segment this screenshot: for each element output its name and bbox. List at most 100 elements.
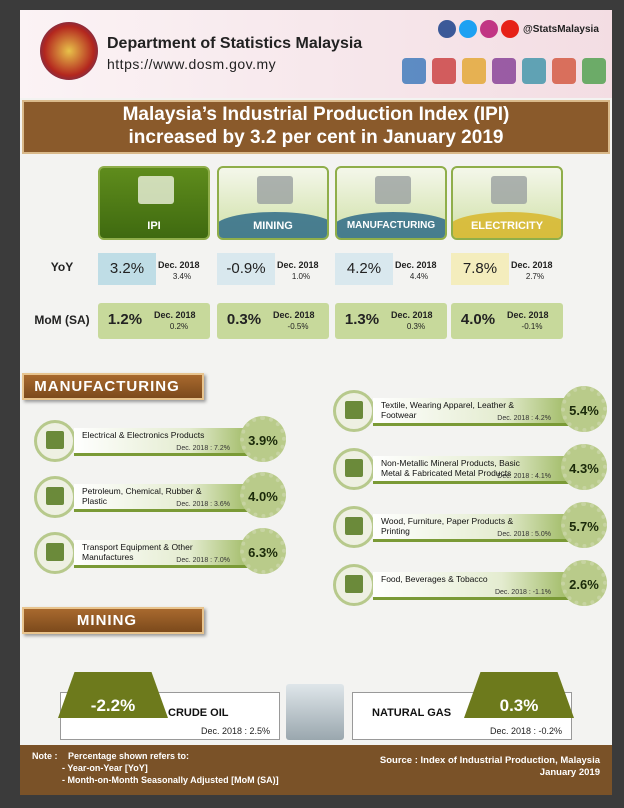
mining-badge xyxy=(464,672,574,718)
social-handle: @StatsMalaysia xyxy=(523,24,599,35)
category-card: MINING xyxy=(217,166,329,240)
item-prev: Dec. 2018 : 4.1% xyxy=(497,473,551,480)
note-bullet: - Month-on-Month Seasonally Adjusted [Mo… xyxy=(62,775,279,785)
item-value: 4.3% xyxy=(569,461,599,476)
social-icon xyxy=(459,20,477,38)
item-value: 2.6% xyxy=(569,577,599,592)
yoy-box xyxy=(451,253,509,285)
event-logo xyxy=(492,58,516,84)
event-logo xyxy=(462,58,486,84)
item-label: Petroleum, Chemical, Rubber & Plastic xyxy=(82,486,202,506)
mom-prev: -0.5% xyxy=(287,322,309,331)
row-label: YoY xyxy=(50,260,74,274)
item-icon xyxy=(46,487,64,505)
yoy-prev: 1.0% xyxy=(291,272,311,281)
item-icon xyxy=(345,517,363,535)
item-icon xyxy=(46,543,64,561)
event-logo xyxy=(432,58,456,84)
source: Source : Index of Industrial Production,… xyxy=(379,755,600,766)
mom-prev: 0.3% xyxy=(406,322,426,331)
yoy-box xyxy=(98,253,156,285)
mining-prev: Dec. 2018 : -0.2% xyxy=(489,726,562,736)
item-value: 5.4% xyxy=(569,403,599,418)
footer xyxy=(20,745,612,795)
title-line: Malaysia’s Industrial Production Index (… xyxy=(122,104,510,125)
yoy-box xyxy=(217,253,275,285)
mining-badge xyxy=(58,672,168,718)
item-label: Food, Beverages & Tobacco xyxy=(381,574,488,584)
item-icon xyxy=(345,401,363,419)
item-label: Textile, Wearing Apparel, Leather & Foot… xyxy=(381,400,515,420)
value-circle xyxy=(561,560,607,606)
value-circle xyxy=(240,472,286,518)
yoy-prev-label: Dec. 2018 xyxy=(158,260,200,270)
item-bar xyxy=(373,572,587,600)
item-bar xyxy=(74,484,266,512)
mom-prev: 0.2% xyxy=(169,322,189,331)
value-circle xyxy=(561,444,607,490)
item-bar xyxy=(373,398,587,426)
section-banner xyxy=(22,373,204,400)
item-label: Transport Equipment & Other Manufactures xyxy=(82,542,193,562)
item-icon xyxy=(46,431,64,449)
item-prev: Dec. 2018 : 4.2% xyxy=(497,415,551,422)
mom-box xyxy=(217,303,329,339)
item-label: Non-Metallic Mineral Products, Basic Met… xyxy=(381,458,520,478)
yoy-prev-label: Dec. 2018 xyxy=(511,260,553,270)
mom-prev-label: Dec. 2018 xyxy=(507,310,549,320)
card-icon xyxy=(257,176,293,204)
mom-prev-label: Dec. 2018 xyxy=(154,310,196,320)
org-name: Department of Statistics Malaysia xyxy=(107,35,363,52)
mining-prev: Dec. 2018 : 2.5% xyxy=(200,726,270,736)
yoy-value: 4.2% xyxy=(346,260,382,277)
mom-prev-label: Dec. 2018 xyxy=(391,310,433,320)
mom-value: 4.0% xyxy=(460,311,496,328)
item-label: Electrical & Electronics Products xyxy=(82,430,205,440)
category-card: ELECTRICITY xyxy=(451,166,563,240)
section-title: MINING xyxy=(76,612,138,629)
card-wave xyxy=(219,212,327,238)
rig-icon xyxy=(286,684,344,740)
card-wave xyxy=(337,212,445,238)
logo xyxy=(40,22,98,80)
social-icon xyxy=(438,20,456,38)
mining-value: -2.2% xyxy=(90,696,136,715)
note: Percentage shown refers to: xyxy=(68,751,190,761)
section-title: MANUFACTURING xyxy=(34,378,180,395)
social-icon xyxy=(480,20,498,38)
yoy-prev: 4.4% xyxy=(409,272,429,281)
url: https://www.dosm.gov.my xyxy=(107,56,277,72)
social-icon xyxy=(501,20,519,38)
note-bullet: - Year-on-Year [YoY] xyxy=(62,763,148,773)
title-line: increased by 3.2 per cent in January 201… xyxy=(128,127,504,148)
mining-value: 0.3% xyxy=(499,696,539,715)
item-value: 6.3% xyxy=(248,545,278,560)
yoy-prev-label: Dec. 2018 xyxy=(395,260,437,270)
mom-box xyxy=(98,303,210,339)
mining-label: NATURAL GAS xyxy=(372,707,452,719)
yoy-value: 7.8% xyxy=(462,260,498,277)
yoy-prev: 3.4% xyxy=(172,272,192,281)
card-label: IPI xyxy=(147,220,161,232)
title-banner xyxy=(22,100,610,154)
item-bar xyxy=(74,540,266,568)
item-value: 3.9% xyxy=(248,433,278,448)
card-wave xyxy=(453,212,561,238)
mom-prev-label: Dec. 2018 xyxy=(273,310,315,320)
item-label: Wood, Furniture, Paper Products & Printi… xyxy=(381,516,514,536)
category-card: MANUFACTURING xyxy=(335,166,447,240)
yoy-value: 3.2% xyxy=(109,260,145,277)
mom-box xyxy=(335,303,447,339)
event-logo xyxy=(552,58,576,84)
event-logo xyxy=(402,58,426,84)
yoy-value: -0.9% xyxy=(226,260,266,277)
yoy-prev-label: Dec. 2018 xyxy=(277,260,319,270)
note-label: Note : xyxy=(32,751,58,761)
card-label: MINING xyxy=(253,220,293,232)
event-logo xyxy=(522,58,546,84)
item-prev: Dec. 2018 : 3.6% xyxy=(176,501,230,508)
mom-value: 1.3% xyxy=(344,311,380,328)
mom-value: 1.2% xyxy=(107,311,143,328)
yoy-box xyxy=(335,253,393,285)
